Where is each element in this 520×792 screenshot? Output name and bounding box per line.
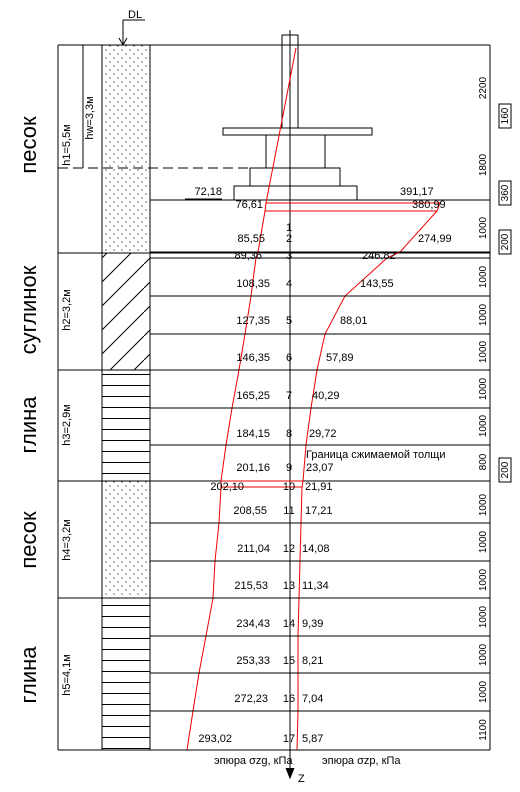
szg-label: 85,55 bbox=[237, 233, 265, 245]
szp-label: 274,99 bbox=[418, 233, 452, 245]
soil-name: песок bbox=[16, 511, 41, 569]
soil-name: песок bbox=[16, 116, 41, 174]
dimension-label: 360 bbox=[500, 184, 511, 201]
layer-thickness: h1=5,5м bbox=[61, 124, 73, 166]
point-number: 11 bbox=[283, 505, 294, 517]
dimension-box bbox=[498, 103, 512, 129]
dimension-label: 1000 bbox=[478, 605, 489, 628]
szp-label: 380,99 bbox=[412, 199, 446, 211]
dimension-label: 1000 bbox=[478, 377, 489, 400]
szp-axis-label: эпюра σzp, кПа bbox=[322, 755, 401, 767]
szg-label: 293,02 bbox=[198, 733, 232, 745]
dimension-label: 1000 bbox=[478, 680, 489, 703]
szp-label: 5,87 bbox=[302, 733, 323, 745]
szg-label: 253,33 bbox=[236, 655, 270, 667]
soil-column bbox=[101, 44, 151, 751]
dimension-label: 1100 bbox=[478, 719, 489, 741]
dl-label: DL bbox=[128, 9, 142, 21]
point-number: 16 bbox=[283, 693, 295, 705]
szp-label: 143,55 bbox=[360, 278, 394, 290]
szp-label: 21,91 bbox=[305, 481, 333, 493]
dimension-label: 1000 bbox=[478, 414, 489, 437]
dimension-label: 2200 bbox=[478, 76, 489, 99]
szg-label: 184,15 bbox=[236, 428, 270, 440]
szg-axis-label: эпюра σzg, кПа bbox=[214, 755, 293, 767]
szg-label: 202,10 bbox=[210, 481, 244, 493]
dimension-box bbox=[498, 229, 512, 255]
dimension-label: 1000 bbox=[478, 303, 489, 326]
point-number: 5 bbox=[286, 315, 292, 327]
szg-label: 72,18 bbox=[194, 186, 222, 198]
dimension-label: 1000 bbox=[478, 530, 489, 553]
point-number: 12 bbox=[283, 543, 295, 555]
szg-label: 76,61 bbox=[235, 199, 263, 211]
point-number: 4 bbox=[286, 278, 292, 290]
szp-label: 11,34 bbox=[302, 580, 329, 592]
layer-thickness: h2=3,2м bbox=[61, 289, 73, 331]
szg-label: 215,53 bbox=[234, 580, 268, 592]
point-number: 9 bbox=[286, 462, 292, 474]
dimension-label: 1000 bbox=[478, 493, 489, 516]
szp-label: 391,17 bbox=[400, 186, 434, 198]
dimension-label: 1000 bbox=[478, 216, 489, 239]
szg-label: 146,35 bbox=[236, 352, 270, 364]
point-number: 7 bbox=[286, 390, 292, 402]
szp-label: 14,08 bbox=[302, 543, 330, 555]
szg-label: 127,35 bbox=[236, 315, 270, 327]
szp-label: 7,04 bbox=[302, 693, 323, 705]
szp-label: 88,01 bbox=[340, 315, 368, 327]
dimension-label: 1000 bbox=[478, 568, 489, 591]
dimension-label: 160 bbox=[500, 107, 511, 124]
szp-label: 57,89 bbox=[326, 352, 354, 364]
point-number: 3 bbox=[286, 250, 292, 262]
szp-label: 8,21 bbox=[302, 655, 323, 667]
szg-label: 211,04 bbox=[237, 543, 270, 555]
point-number: 6 bbox=[286, 352, 292, 364]
dimension-label: 800 bbox=[478, 453, 489, 470]
dimension-label: 1000 bbox=[478, 340, 489, 363]
dimension-box bbox=[498, 180, 512, 206]
foundation bbox=[222, 34, 373, 201]
szg-label: 89,36 bbox=[234, 250, 262, 262]
dimension-box bbox=[498, 457, 512, 483]
point-number: 2 bbox=[286, 233, 292, 245]
point-number: 8 bbox=[286, 428, 292, 440]
point-number: 10 bbox=[283, 481, 295, 493]
szg-label: 108,35 bbox=[236, 278, 270, 290]
szp-label: 29,72 bbox=[309, 428, 337, 440]
szg-label: 272,23 bbox=[234, 693, 268, 705]
point-number: 15 bbox=[283, 655, 295, 667]
dimension-label: 200 bbox=[500, 461, 511, 478]
water-level-label: hw=3,3м bbox=[84, 96, 96, 139]
szp-label: 23,07 bbox=[306, 462, 334, 474]
point-number: 1 bbox=[286, 222, 292, 234]
dimension-label: 1000 bbox=[478, 643, 489, 666]
szp-label: 17,21 bbox=[305, 505, 333, 517]
layer-thickness: h4=3,2м bbox=[61, 519, 73, 561]
szp-label: 40,29 bbox=[312, 390, 340, 402]
szg-label: 234,43 bbox=[236, 618, 270, 630]
layer-thickness: h5=4,1м bbox=[61, 654, 73, 696]
szg-label: 208,55 bbox=[233, 505, 267, 517]
soil-name: суглинок bbox=[16, 265, 41, 354]
point-number: 13 bbox=[283, 580, 295, 592]
szg-label: 201,16 bbox=[236, 462, 270, 474]
dimension-label: 1800 bbox=[478, 153, 489, 176]
boundary-note: Граница сжимаемой толщи bbox=[306, 449, 445, 461]
soil-name: глина bbox=[16, 396, 41, 454]
dimension-label: 1000 bbox=[478, 265, 489, 288]
szg-label: 165,25 bbox=[236, 390, 270, 402]
layer-thickness: h3=2,9м bbox=[61, 404, 73, 446]
soil-name: глина bbox=[16, 646, 41, 704]
szp-label: 246,82 bbox=[362, 250, 396, 262]
szp-diagram bbox=[296, 202, 441, 751]
point-number: 14 bbox=[283, 618, 295, 630]
szp-label: 9,39 bbox=[302, 618, 323, 630]
point-number: 17 bbox=[283, 733, 295, 745]
dimension-label: 200 bbox=[500, 233, 511, 250]
z-axis-label: Z bbox=[298, 773, 305, 785]
